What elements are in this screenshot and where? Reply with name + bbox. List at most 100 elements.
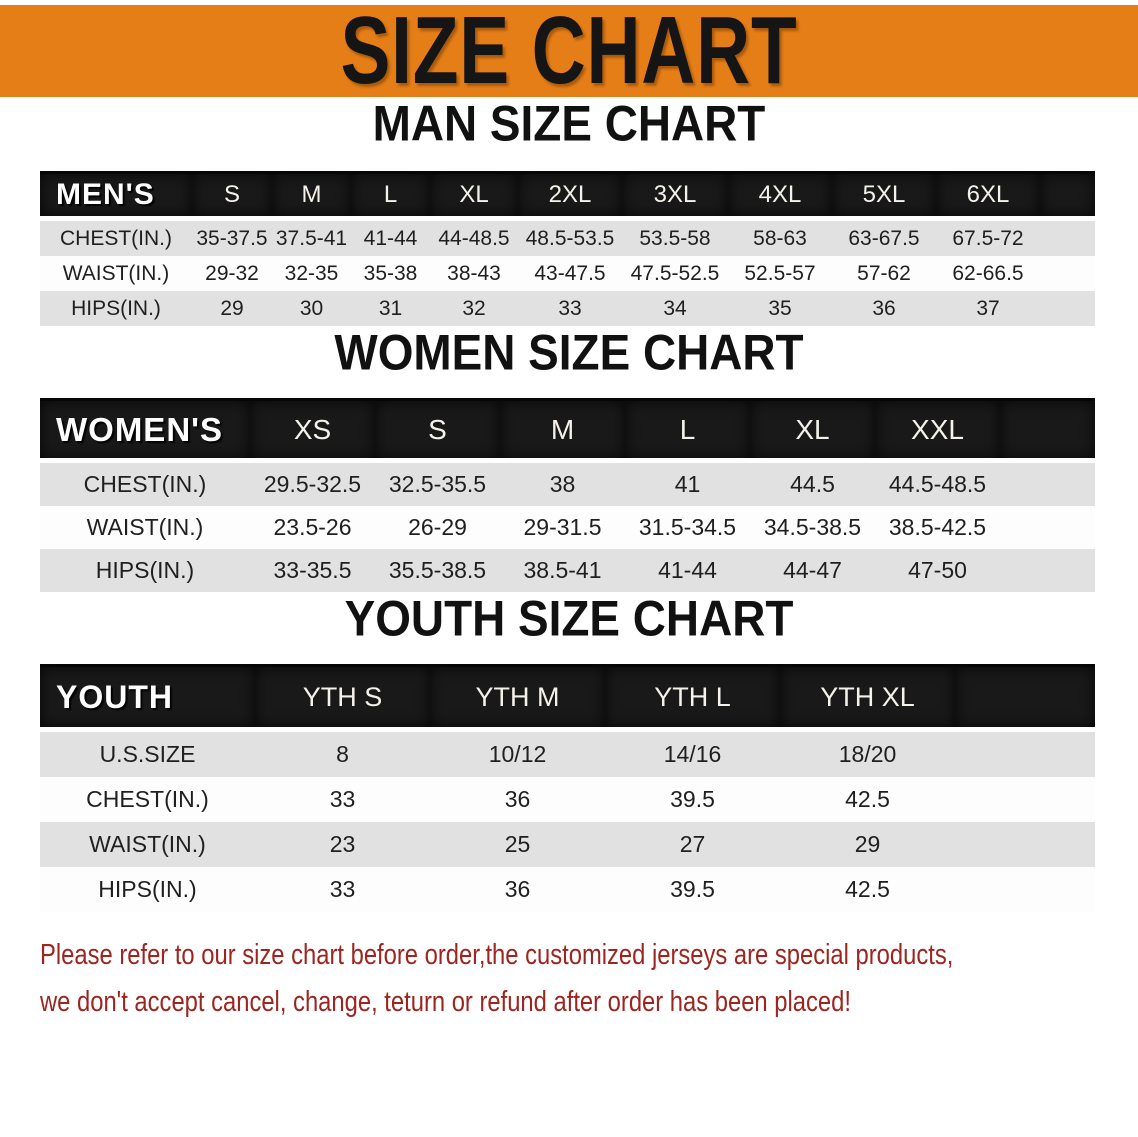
size-value-cell: 35-37.5	[196, 226, 268, 250]
size-value-cell: 10/12	[488, 741, 547, 767]
size-value-cell: 47-50	[908, 557, 967, 583]
size-value-cell: 38	[549, 471, 576, 497]
youth-section-heading-text: YOUTH SIZE CHART	[344, 591, 794, 647]
size-value-cell: 36	[504, 786, 531, 812]
size-value-cell: 32.5-35.5	[388, 471, 487, 497]
size-value-cell: 43-47.5	[534, 261, 606, 285]
header-filler-cell	[1000, 398, 1095, 463]
table-row: HIPS(IN.) 29 30 31 32 33 34 35 36 37	[40, 291, 1095, 326]
youth-size-table: YOUTH YTH S YTH M YTH L YTH XL U.S.SIZE 8 10/12…	[40, 664, 1095, 912]
row-label: HIPS(IN.)	[98, 876, 197, 902]
size-value-cell: 29	[854, 831, 881, 857]
size-column-header: 2XL	[518, 171, 622, 221]
size-column-header: 4XL	[728, 171, 832, 221]
row-label: CHEST(IN.)	[83, 471, 207, 497]
banner: SIZE CHART	[0, 0, 1138, 104]
size-value-cell: 48.5-53.5	[525, 226, 615, 250]
size-value-cell: 37.5-41	[275, 226, 348, 250]
size-value-cell: 44.5-48.5	[888, 471, 987, 497]
row-label: WAIST(IN.)	[86, 514, 204, 540]
size-value-cell: 35-38	[363, 261, 418, 285]
row-filler-cell	[955, 732, 1095, 777]
size-value-cell: 42.5	[845, 876, 890, 902]
size-value-cell: 34	[663, 296, 687, 320]
size-column-header: L	[625, 398, 750, 463]
women-section-heading-text: WOMEN SIZE CHART	[334, 325, 804, 381]
size-column-header: 5XL	[832, 171, 936, 221]
size-value-cell: 33	[558, 296, 582, 320]
disclaimer: Please refer to our size chart before or…	[0, 932, 1138, 1026]
row-filler-cell	[1000, 463, 1095, 506]
size-value-cell: 67.5-72	[952, 226, 1024, 250]
size-column-header: YTH S	[255, 664, 430, 732]
size-column-header: S	[375, 398, 500, 463]
section-youth: YOUTH SIZE CHART YOUTH YTH S YTH M YTH L YTH…	[0, 592, 1138, 912]
table-row: WAIST(IN.) 23.5-26 26-29 29-31.5 31.5-34.5 34…	[40, 506, 1095, 549]
row-label: HIPS(IN.)	[71, 296, 161, 320]
women-section-heading: WOMEN SIZE CHART	[0, 326, 1138, 380]
size-value-cell: 63-67.5	[848, 226, 920, 250]
banner-title: SIZE CHART	[340, 0, 798, 104]
size-value-cell: 31.5-34.5	[638, 514, 737, 540]
size-value-cell: 29.5-32.5	[263, 471, 362, 497]
header-filler-cell	[1040, 171, 1095, 221]
size-value-cell: 39.5	[670, 786, 715, 812]
section-women: WOMEN SIZE CHART WOMEN'S XS S M L XL XXL CHEST(…	[0, 326, 1138, 592]
size-value-cell: 44-48.5	[438, 226, 510, 250]
men-section-heading: MAN SIZE CHART	[0, 97, 1138, 151]
row-label: U.S.SIZE	[99, 741, 196, 767]
men-section-heading-text: MAN SIZE CHART	[372, 96, 766, 152]
size-value-cell: 38.5-42.5	[888, 514, 987, 540]
table-row: WAIST(IN.) 29-32 32-35 35-38 38-43 43-47.5 47.…	[40, 256, 1095, 291]
women-size-table: WOMEN'S XS S M L XL XXL CHEST(IN.) 29.5-32.5 32.5…	[40, 398, 1095, 592]
youth-table-corner-label: YOUTH	[40, 664, 255, 732]
size-value-cell: 30	[299, 296, 324, 320]
size-value-cell: 34.5-38.5	[763, 514, 862, 540]
men-size-table: MEN'S S M L XL 2XL 3XL 4XL 5XL 6XL CHEST(IN.) 35-37…	[40, 171, 1095, 326]
row-filler-cell	[955, 867, 1095, 912]
youth-section-heading: YOUTH SIZE CHART	[0, 592, 1138, 646]
size-value-cell: 57-62	[857, 261, 911, 285]
size-value-cell: 35	[768, 296, 792, 320]
disclaimer-line-2: we don't accept cancel, change, teturn o…	[40, 986, 851, 1018]
row-filler-cell	[1040, 221, 1095, 256]
table-header-row: WOMEN'S XS S M L XL XXL	[40, 398, 1095, 463]
size-value-cell: 52.5-57	[744, 261, 816, 285]
size-column-header: YTH XL	[780, 664, 955, 732]
size-value-cell: 36	[872, 296, 896, 320]
table-row: U.S.SIZE 8 10/12 14/16 18/20	[40, 732, 1095, 777]
size-value-cell: 29	[220, 296, 244, 320]
size-value-cell: 47.5-52.5	[630, 261, 720, 285]
size-value-cell: 37	[976, 296, 1000, 320]
size-column-header: XXL	[875, 398, 1000, 463]
row-filler-cell	[1000, 549, 1095, 592]
size-value-cell: 33	[329, 876, 356, 902]
size-column-header: YTH L	[605, 664, 780, 732]
table-row: HIPS(IN.) 33 36 39.5 42.5	[40, 867, 1095, 912]
size-column-header: M	[272, 171, 351, 221]
size-value-cell: 38.5-41	[523, 557, 602, 583]
size-value-cell: 33-35.5	[273, 557, 352, 583]
size-value-cell: 41-44	[658, 557, 717, 583]
size-column-header: S	[192, 171, 272, 221]
size-column-header: 6XL	[936, 171, 1040, 221]
row-label: HIPS(IN.)	[95, 557, 195, 583]
table-row: CHEST(IN.) 35-37.5 37.5-41 41-44 44-48.5 48.5…	[40, 221, 1095, 256]
row-filler-cell	[1040, 256, 1095, 291]
row-label: WAIST(IN.)	[62, 261, 170, 285]
size-value-cell: 33	[329, 786, 356, 812]
size-value-cell: 32	[462, 296, 486, 320]
size-value-cell: 41-44	[363, 226, 418, 250]
row-filler-cell	[1000, 506, 1095, 549]
size-column-header: 3XL	[622, 171, 728, 221]
size-value-cell: 23.5-26	[273, 514, 352, 540]
header-filler-cell	[955, 664, 1095, 732]
size-value-cell: 23	[329, 831, 356, 857]
size-value-cell: 8	[336, 741, 349, 767]
row-filler-cell	[955, 822, 1095, 867]
size-value-cell: 35.5-38.5	[388, 557, 487, 583]
table-row: CHEST(IN.) 33 36 39.5 42.5	[40, 777, 1095, 822]
size-value-cell: 58-63	[753, 226, 807, 250]
size-column-header: M	[500, 398, 625, 463]
